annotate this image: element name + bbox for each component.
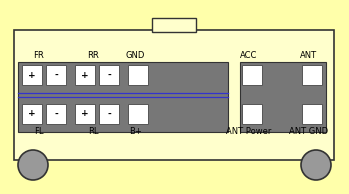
Text: GND: GND [125, 51, 145, 61]
Text: RR: RR [87, 51, 99, 61]
Bar [240, 62, 326, 132]
Text: +: + [28, 70, 36, 80]
Text: +: + [28, 109, 36, 119]
Bar [18, 62, 228, 132]
Text: ANT Power: ANT Power [226, 127, 272, 137]
Text: -: - [54, 109, 58, 119]
Text: -: - [107, 70, 111, 80]
Text: +: + [81, 109, 89, 119]
Bar [152, 18, 196, 32]
Bar [302, 65, 322, 85]
Text: RL: RL [88, 127, 98, 137]
Bar [75, 65, 95, 85]
Bar [242, 65, 262, 85]
Bar [128, 65, 148, 85]
Circle shape [301, 150, 331, 180]
Text: FR: FR [34, 51, 44, 61]
Bar [302, 104, 322, 124]
Text: -: - [107, 109, 111, 119]
Bar [128, 104, 148, 124]
Bar [46, 65, 66, 85]
Circle shape [18, 150, 48, 180]
Bar [14, 30, 334, 160]
Bar [46, 104, 66, 124]
Bar [99, 65, 119, 85]
Text: ACC: ACC [240, 51, 258, 61]
Text: -: - [54, 70, 58, 80]
Text: ANT GND: ANT GND [289, 127, 328, 137]
Bar [99, 104, 119, 124]
Bar [242, 104, 262, 124]
Bar [75, 104, 95, 124]
Text: +: + [81, 70, 89, 80]
Text: FL: FL [34, 127, 44, 137]
Text: B+: B+ [129, 127, 141, 137]
Text: ANT: ANT [300, 51, 318, 61]
Bar [22, 65, 42, 85]
Bar [22, 104, 42, 124]
